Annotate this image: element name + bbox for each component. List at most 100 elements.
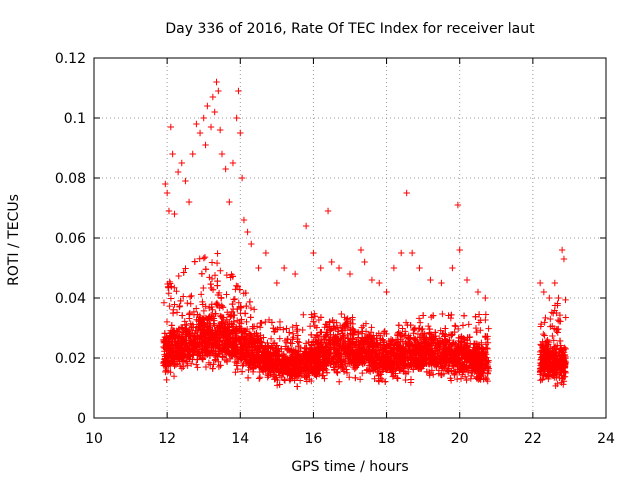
data-point [459, 368, 466, 376]
data-point [173, 349, 180, 356]
data-point [393, 364, 400, 371]
data-point [287, 375, 294, 383]
data-point [271, 376, 278, 383]
data-point [434, 346, 442, 354]
data-point [247, 314, 254, 321]
data-point [322, 321, 330, 328]
data-point [352, 374, 359, 382]
data-point [478, 348, 486, 355]
data-point [217, 362, 224, 369]
data-point [191, 339, 198, 346]
data-point [205, 326, 212, 334]
chart-title: Day 336 of 2016, Rate Of TEC Index for r… [165, 21, 535, 37]
data-point [186, 309, 194, 317]
data-point [444, 367, 452, 375]
data-point [334, 324, 341, 331]
data-point [212, 340, 220, 347]
data-point [243, 302, 250, 310]
data-point [442, 341, 450, 348]
data-point [431, 355, 439, 362]
data-point [317, 314, 325, 321]
data-point [468, 352, 476, 359]
data-point [314, 363, 322, 370]
data-point [412, 356, 419, 364]
data-point [209, 306, 216, 313]
data-point [454, 363, 462, 370]
data-point [425, 348, 432, 356]
data-point [303, 364, 310, 371]
data-point [276, 318, 284, 326]
data-point [463, 343, 471, 351]
data-point [541, 332, 548, 339]
data-point [199, 301, 206, 308]
data-point [371, 359, 378, 366]
data-point [280, 326, 287, 333]
data-point [218, 318, 225, 325]
data-point [421, 340, 429, 347]
data-point [285, 345, 292, 352]
data-point [308, 331, 315, 339]
data-point [562, 369, 569, 377]
data-point [459, 349, 466, 356]
data-point [311, 360, 318, 367]
data-point [547, 323, 554, 330]
data-points [160, 78, 569, 390]
data-point [337, 337, 345, 344]
data-point [559, 353, 566, 360]
data-point [163, 376, 170, 384]
data-point [277, 345, 285, 353]
data-point [289, 323, 296, 331]
data-point [208, 275, 216, 283]
data-point [307, 362, 315, 370]
data-point [250, 306, 258, 313]
data-point [234, 305, 241, 313]
data-point [381, 361, 389, 368]
data-point [412, 337, 420, 344]
data-point [352, 353, 359, 360]
data-point [400, 368, 407, 375]
data-point [457, 360, 464, 367]
data-point [184, 353, 191, 360]
data-point [426, 354, 434, 361]
data-point [338, 310, 345, 318]
data-point [226, 329, 233, 336]
data-point [547, 315, 554, 323]
data-point [259, 363, 267, 370]
data-point [332, 325, 339, 333]
data-point [243, 334, 250, 342]
data-point [369, 357, 377, 365]
data-point [472, 366, 479, 373]
data-point [455, 348, 462, 356]
data-point [414, 343, 422, 350]
data-point [333, 348, 340, 355]
data-point [452, 368, 459, 375]
data-point [318, 339, 325, 347]
data-point [360, 343, 367, 351]
data-point [327, 360, 334, 368]
data-point [311, 367, 318, 375]
data-point [202, 266, 210, 273]
data-point [242, 289, 249, 297]
data-point [542, 314, 549, 322]
data-point [220, 328, 227, 335]
data-point [240, 327, 248, 335]
data-point [171, 353, 178, 360]
data-point [334, 339, 342, 347]
data-point [477, 351, 485, 359]
data-point [539, 338, 546, 345]
data-point [271, 363, 279, 370]
data-point [214, 328, 221, 335]
data-point [469, 363, 476, 370]
data-point [191, 258, 199, 265]
data-point [346, 373, 353, 381]
data-point [182, 265, 189, 272]
data-point [183, 332, 190, 340]
data-point [386, 357, 393, 364]
data-point [200, 329, 207, 337]
data-point [223, 271, 231, 279]
data-point [385, 362, 392, 370]
data-point [321, 335, 328, 343]
data-point [435, 341, 443, 348]
data-point [337, 364, 345, 372]
data-point [443, 347, 450, 355]
